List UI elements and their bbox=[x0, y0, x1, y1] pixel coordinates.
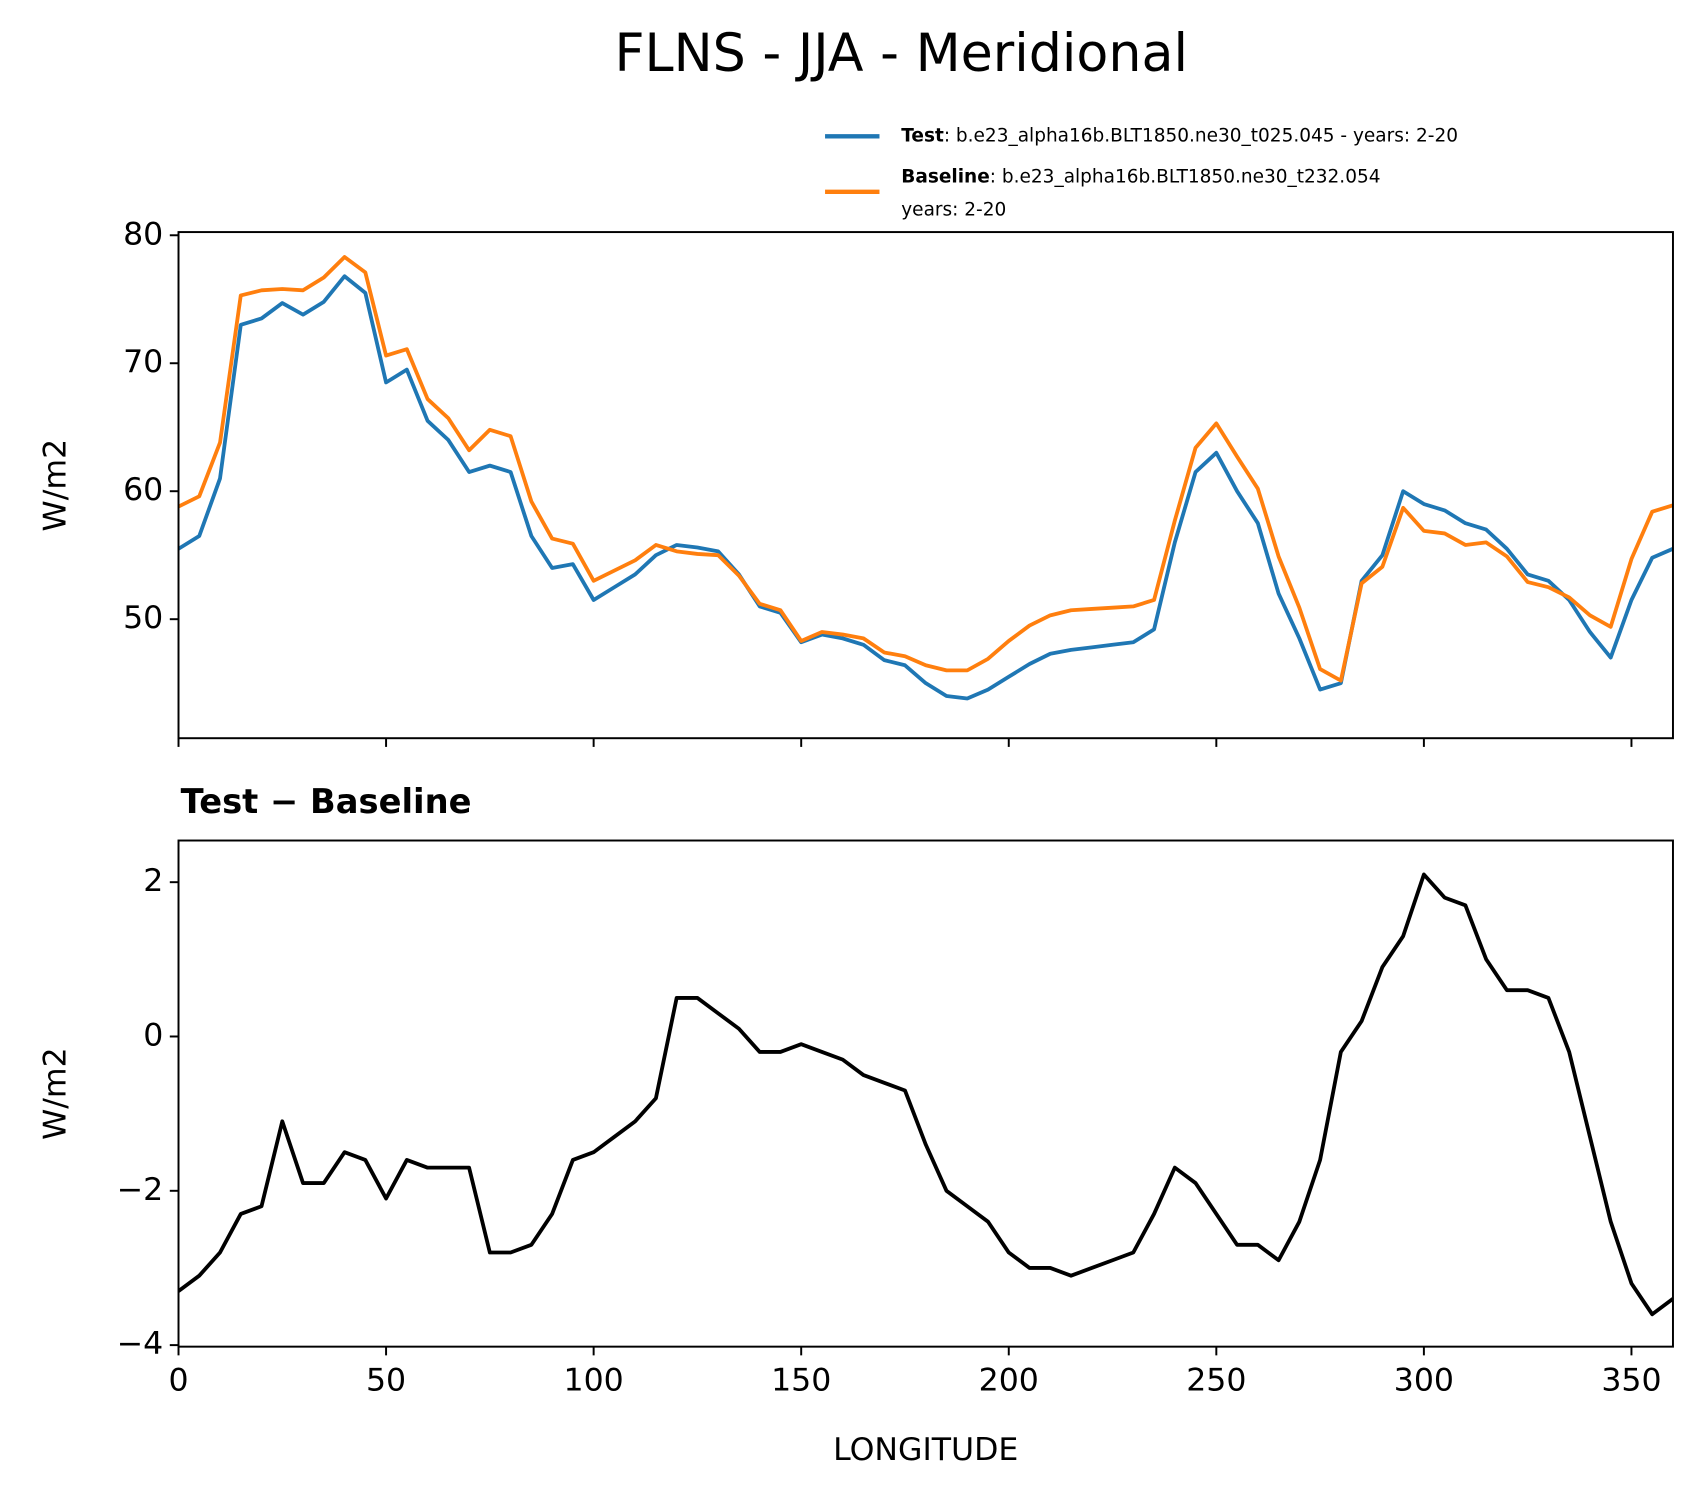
plot-area bbox=[178, 872, 1673, 1317]
x-tick-label: 250 bbox=[1186, 1362, 1246, 1398]
y-axis-label: W/m2 bbox=[38, 1047, 74, 1140]
plot-area bbox=[178, 255, 1673, 701]
y-axis-label: W/m2 bbox=[38, 439, 74, 532]
legend-description: years: 2-20 bbox=[901, 199, 1006, 220]
legend-name: Baseline bbox=[901, 167, 990, 188]
axes-frame bbox=[177, 231, 1674, 740]
axes-frame bbox=[177, 839, 1674, 1348]
y-tick-label: 70 bbox=[123, 344, 163, 380]
x-tick-label: 300 bbox=[1394, 1362, 1454, 1398]
x-tick-label: 0 bbox=[168, 1362, 188, 1398]
data-line bbox=[178, 274, 1673, 701]
y-tick-label: −2 bbox=[117, 1172, 164, 1208]
legend-description: : b.e23_alpha16b.BLT1850.ne30_t232.054 bbox=[990, 167, 1381, 188]
y-tick-label: 0 bbox=[143, 1017, 163, 1053]
x-tick-label: 100 bbox=[564, 1362, 624, 1398]
data-line bbox=[178, 872, 1673, 1317]
x-tick-label: 200 bbox=[979, 1362, 1039, 1398]
x-tick-label: 50 bbox=[366, 1362, 406, 1398]
y-tick-label: 80 bbox=[123, 216, 163, 252]
y-tick-label: 60 bbox=[123, 472, 163, 508]
x-axis-label: LONGITUDE bbox=[833, 1432, 1018, 1468]
legend-description: : b.e23_alpha16b.BLT1850.ne30_t025.045 -… bbox=[944, 125, 1458, 146]
legend-label: Baseline: b.e23_alpha16b.BLT1850.ne30_t2… bbox=[901, 167, 1380, 188]
x-tick-label: 150 bbox=[771, 1362, 831, 1398]
x-tick-label: 350 bbox=[1601, 1362, 1661, 1398]
data-line bbox=[178, 255, 1673, 683]
y-tick-label: 50 bbox=[123, 600, 163, 636]
legend-name: Test bbox=[901, 125, 944, 146]
y-tick-label: −4 bbox=[117, 1326, 164, 1362]
y-tick-label: 2 bbox=[143, 863, 163, 899]
figure-title: FLNS - JJA - Meridional bbox=[614, 24, 1188, 84]
legend-label: Test: b.e23_alpha16b.BLT1850.ne30_t025.0… bbox=[901, 125, 1458, 146]
subplot-title: Test − Baseline bbox=[181, 782, 472, 821]
